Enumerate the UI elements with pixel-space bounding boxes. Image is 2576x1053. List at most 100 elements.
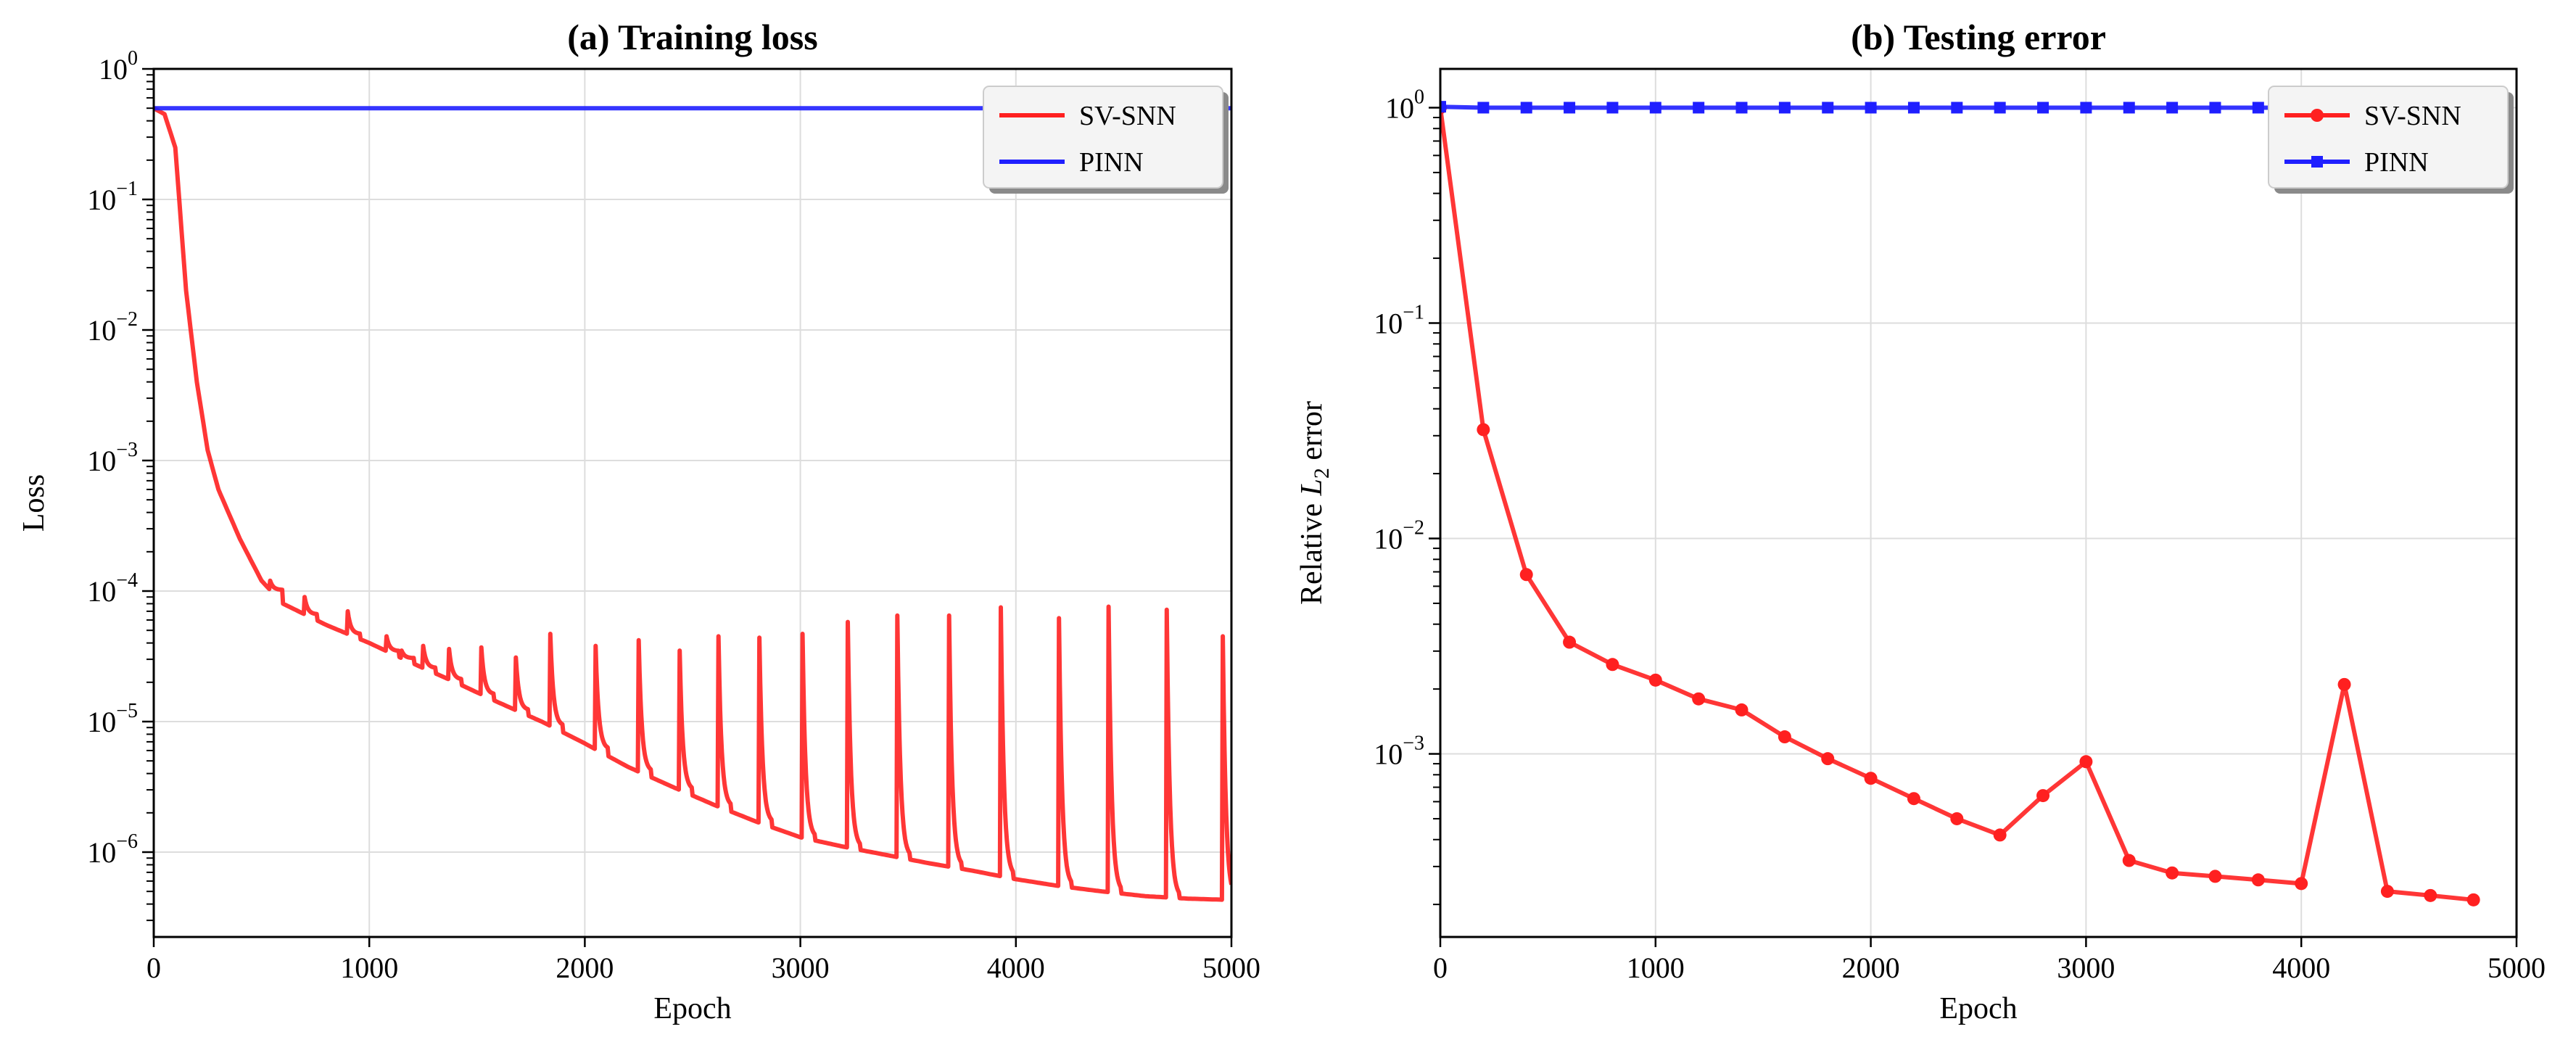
data-point-sv-snn [2380,885,2394,899]
data-point-pinn [1735,102,1748,114]
x-tick-label: 5000 [2488,951,2546,984]
y-axis-label: Relative L2 error [1295,401,1334,605]
y-tick-label: 10−4 [87,569,138,608]
data-point-sv-snn [2251,873,2265,887]
data-point-sv-snn [2424,888,2437,902]
data-point-sv-snn [1519,568,1533,582]
y-tick-exponent: 0 [128,47,138,70]
y-tick-base: 10 [87,575,116,608]
plot-frame [1439,67,2518,938]
series-line-sv-snn [1440,107,2474,902]
data-point-sv-snn [2466,893,2480,907]
x-tick-label: 2000 [1842,951,1900,984]
data-point-pinn [1564,102,1576,114]
data-point-sv-snn [2036,789,2050,803]
data-point-sv-snn [2122,854,2136,867]
data-point-pinn [1440,101,1446,113]
data-point-sv-snn [1606,658,1619,672]
data-point-sv-snn [1864,772,1878,785]
y-tick-label: 10−1 [87,178,138,216]
data-point-pinn [1520,102,1532,114]
data-point-pinn [1865,102,1877,114]
data-point-pinn [1907,102,1920,114]
legend: SV-SNN PINN [2268,86,2514,194]
x-tick-label: 1000 [1627,951,1685,984]
data-point-sv-snn [2295,877,2308,891]
y-tick-label: 10−6 [87,830,138,869]
chart-panel-training-loss: 0 1000 2000 3000 4000 500010010−110−210−310−4… [17,17,1260,1025]
legend-label-sv-snn: SV-SNN [2364,101,2461,131]
y-tick-base: 10 [1374,523,1403,556]
series-group [154,106,1231,902]
grid [153,68,1232,937]
legend-marker-sv-snn [2311,109,2324,122]
y-tick-base: 10 [1374,738,1403,771]
data-point-sv-snn [1735,703,1749,717]
y-tick-exponent: −2 [1403,517,1424,540]
data-point-sv-snn [1950,812,1964,825]
data-point-sv-snn [2208,870,2222,883]
chart-title: (a) Training loss [567,17,817,57]
data-point-sv-snn [1907,792,1920,806]
chart-panel-testing-error: 0 1000 2000 3000 4000 500010010−110−210−3(b) … [1295,17,2546,1025]
x-tick-label: 2000 [556,951,614,984]
data-point-pinn [1951,102,1963,114]
y-tick-label: 10−2 [1374,517,1424,556]
y-axis-label: Loss [17,474,51,532]
data-point-sv-snn [2337,677,2351,691]
y-tick-base: 10 [87,314,116,347]
y-tick-label: 10−3 [1374,732,1424,771]
data-point-pinn [1693,102,1705,114]
data-point-sv-snn [1778,730,1791,744]
y-axis-label-post: error [1295,401,1329,468]
x-tick-label: 1000 [340,951,398,984]
y-tick-base: 10 [87,836,116,869]
x-tick-label: 3000 [772,951,830,984]
x-tick-label: 3000 [2057,951,2115,984]
y-tick-exponent: −4 [116,569,138,592]
plot-frame [152,67,1233,938]
chart-title: (b) Testing error [1851,17,2106,57]
y-tick-exponent: −5 [116,700,138,722]
y-tick-label: 100 [99,47,138,86]
y-tick-label: 10−3 [87,439,138,477]
x-tick-label: 4000 [987,951,1045,984]
y-tick-label: 10−2 [87,308,138,347]
data-point-sv-snn [1648,673,1662,687]
y-axis-label-sub: 2 [1310,468,1334,479]
data-point-pinn [2209,102,2221,114]
y-tick-base: 10 [1385,91,1414,124]
y-tick-exponent: −3 [116,439,138,461]
y-tick-base: 10 [1374,307,1403,339]
x-axis-label: Epoch [1939,992,2017,1025]
data-point-pinn [2252,102,2264,114]
legend-marker-pinn [2311,156,2323,168]
x-tick-label: 5000 [1202,951,1260,984]
series-line-sv-snn [154,106,1231,902]
y-tick-base: 10 [87,706,116,738]
data-point-pinn [1994,102,2006,114]
data-point-sv-snn [1993,828,2007,842]
data-point-pinn [1822,102,1834,114]
data-point-pinn [1649,102,1661,114]
y-tick-label: 100 [1385,86,1424,124]
data-point-pinn [1477,102,1490,114]
y-tick-exponent: −3 [1403,732,1424,755]
legend-label-sv-snn: SV-SNN [1079,101,1176,131]
data-point-sv-snn [1692,692,1706,706]
y-tick-label: 10−5 [87,700,138,738]
x-tick-label: 0 [1433,951,1448,984]
grid [1440,69,2517,937]
y-axis-label-pre: Relative [1295,496,1329,605]
x-tick-label: 4000 [2272,951,2330,984]
y-tick-exponent: −1 [116,178,138,200]
legend-label-pinn: PINN [2364,147,2429,178]
legend-label-pinn: PINN [1079,147,1144,178]
data-point-pinn [2166,102,2179,114]
y-tick-base: 10 [99,53,128,86]
data-point-sv-snn [1477,423,1490,437]
data-point-sv-snn [2079,755,2093,769]
y-tick-exponent: 0 [1414,86,1424,108]
legend: SV-SNN PINN [983,86,1229,194]
